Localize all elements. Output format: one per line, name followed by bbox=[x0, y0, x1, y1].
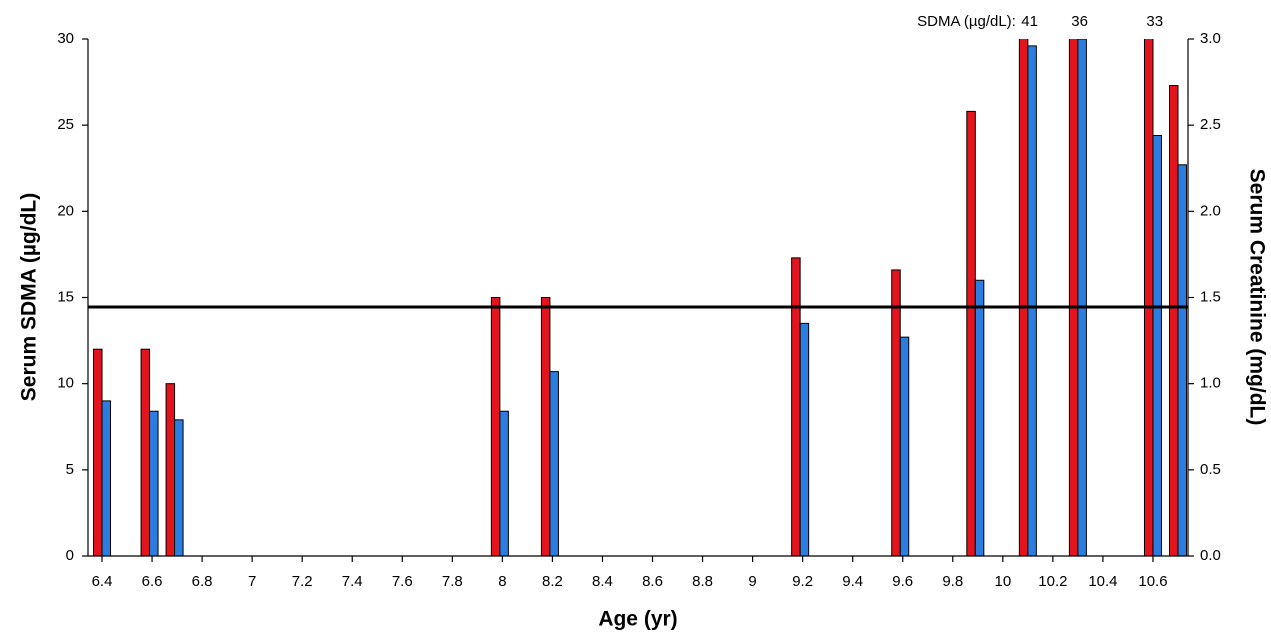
x-tick-label: 7.4 bbox=[342, 573, 363, 590]
x-tick-label: 6.4 bbox=[92, 573, 113, 590]
bar bbox=[490, 297, 501, 556]
bar bbox=[549, 371, 559, 556]
x-tick-label: 7.6 bbox=[392, 573, 413, 590]
x-tick-label: 6.8 bbox=[192, 573, 213, 590]
x-tick-label: 7.2 bbox=[292, 573, 313, 590]
x-tick-label: 10 bbox=[994, 573, 1011, 590]
y2-tick-label: 2.0 bbox=[1200, 202, 1221, 219]
x-tick-label: 9.8 bbox=[942, 573, 963, 590]
x-tick-label: 10.4 bbox=[1088, 573, 1117, 590]
y-tick-label: 20 bbox=[57, 202, 74, 219]
bar bbox=[1077, 39, 1087, 556]
bar bbox=[1143, 39, 1154, 556]
bar bbox=[966, 110, 976, 556]
x-tick-label: 7.8 bbox=[442, 573, 463, 590]
bar bbox=[791, 257, 801, 556]
y-tick-label: 15 bbox=[57, 288, 74, 305]
x-tick-label: 9.6 bbox=[892, 573, 913, 590]
y2-tick-label: 0.5 bbox=[1200, 461, 1221, 478]
annotation: SDMA (µg/dL): bbox=[917, 13, 1016, 30]
bar bbox=[1018, 39, 1029, 556]
y2-tick-label: 3.0 bbox=[1200, 30, 1221, 47]
bar bbox=[174, 419, 184, 556]
y-tick-label: 10 bbox=[57, 375, 74, 392]
x-tick-label: 10.6 bbox=[1138, 573, 1167, 590]
bar bbox=[1168, 85, 1179, 556]
bars bbox=[93, 39, 1187, 556]
bar bbox=[165, 383, 176, 556]
y2-tick-label: 1.5 bbox=[1200, 288, 1221, 305]
bar bbox=[1068, 39, 1079, 556]
x-tick-label: 9.4 bbox=[842, 573, 863, 590]
bar bbox=[1027, 45, 1037, 556]
bar bbox=[140, 348, 151, 556]
x-tick-label: 10.2 bbox=[1038, 573, 1067, 590]
x-tick-label: 8.4 bbox=[592, 573, 613, 590]
y-tick-label: 25 bbox=[57, 116, 74, 133]
bar bbox=[499, 410, 509, 556]
bar bbox=[974, 279, 985, 556]
y-axis-title: Serum SDMA (µg/dL) bbox=[18, 193, 41, 401]
bar bbox=[93, 348, 103, 556]
value-label: 41 bbox=[1021, 13, 1038, 30]
y2-tick-label: 1.0 bbox=[1200, 375, 1221, 392]
bar bbox=[1152, 135, 1162, 556]
x-tick-label: 9 bbox=[748, 573, 756, 590]
bar bbox=[149, 410, 159, 556]
x-tick-label: 8.6 bbox=[642, 573, 663, 590]
value-label: 33 bbox=[1146, 13, 1163, 30]
x-tick-label: 8 bbox=[498, 573, 506, 590]
y2-tick-label: 2.5 bbox=[1200, 116, 1221, 133]
bar bbox=[799, 322, 810, 556]
x-tick-label: 8.8 bbox=[692, 573, 713, 590]
x-axis-title: Age (yr) bbox=[598, 608, 677, 631]
y-tick-label: 30 bbox=[57, 30, 74, 47]
x-tick-label: 9.2 bbox=[792, 573, 813, 590]
y-tick-label: 0 bbox=[66, 547, 74, 564]
bar bbox=[899, 336, 910, 556]
x-tick-label: 8.2 bbox=[542, 573, 563, 590]
y2-tick-label: 0.0 bbox=[1200, 547, 1221, 564]
bar bbox=[891, 269, 901, 556]
y2-axis-title: Serum Creatinine (mg/dL) bbox=[1245, 169, 1268, 426]
x-tick-label: 7 bbox=[248, 573, 256, 590]
y-tick-label: 5 bbox=[66, 461, 74, 478]
x-tick-label: 6.6 bbox=[142, 573, 163, 590]
bar bbox=[540, 297, 551, 556]
bar bbox=[101, 400, 112, 556]
bar bbox=[1177, 164, 1187, 556]
value-label: 36 bbox=[1071, 13, 1088, 30]
